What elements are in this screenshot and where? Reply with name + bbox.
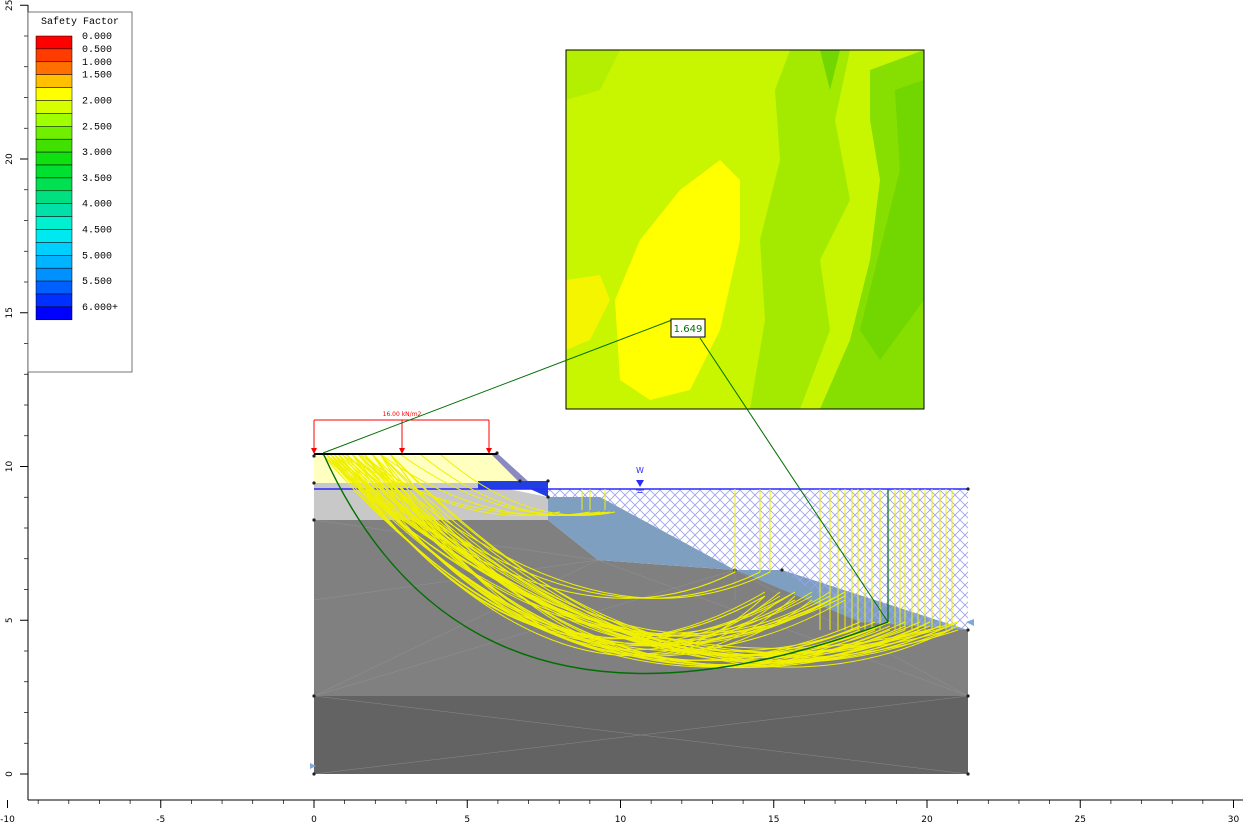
slip-surface <box>359 453 771 599</box>
load-label: 16.00 kN/m2 <box>383 411 422 418</box>
x-tick-label: -5 <box>156 815 165 825</box>
legend-swatch <box>35 190 73 204</box>
legend-label: 0.000 <box>82 32 112 43</box>
legend-label: 5.500 <box>82 277 112 288</box>
legend-label: 0.500 <box>82 45 112 56</box>
slip-surface <box>363 453 891 656</box>
legend-swatch <box>35 229 73 243</box>
slip-surface <box>339 453 601 516</box>
y-tick-label: 10 <box>5 461 15 473</box>
slip-surface <box>379 453 831 635</box>
legend-swatch <box>35 164 73 179</box>
legend-label: 3.500 <box>82 174 112 185</box>
safety-factor-callout[interactable]: 1.649 <box>670 318 706 338</box>
slip-surface <box>351 453 906 667</box>
slip-surfaces[interactable] <box>321 453 959 669</box>
x-tick-label: 0 <box>311 815 317 825</box>
vertical-slip-lines <box>581 489 953 630</box>
legend-swatch <box>35 280 73 295</box>
slip-surface <box>379 453 781 644</box>
leader-line-left <box>322 319 673 454</box>
safety-factor-value: 1.649 <box>674 324 703 335</box>
y-tick-label: 25 <box>5 0 15 11</box>
embankment-slope <box>490 453 530 483</box>
slip-surface <box>389 453 796 655</box>
y-tick-label: 20 <box>5 153 15 165</box>
legend-label: 4.500 <box>82 226 112 237</box>
slip-surface <box>439 453 616 516</box>
legend-swatch <box>35 306 73 321</box>
slip-surface <box>363 453 796 635</box>
legend-label: 6.000+ <box>82 303 118 314</box>
slip-surface <box>357 453 831 641</box>
legend-label: 3.000 <box>82 148 112 159</box>
slip-surface <box>389 453 931 662</box>
legend-label: 5.000 <box>82 251 112 262</box>
x-tick-label: 5 <box>464 815 470 825</box>
slip-surface <box>371 453 861 656</box>
x-tick-label: 15 <box>768 815 779 825</box>
y-axis: 051015202530354045 <box>5 0 29 800</box>
legend-label: 2.500 <box>82 122 112 133</box>
slip-surface <box>329 453 736 599</box>
legend-swatch <box>35 61 73 75</box>
y-tick-label: 5 <box>5 617 15 623</box>
y-tick-label: 15 <box>5 307 15 318</box>
legend-label: 1.000 <box>82 58 112 69</box>
safety-factor-legend: Safety Factor 0.000 0.500 1.000 1.500 2.000 2… <box>27 11 133 373</box>
slip-surface <box>329 453 876 652</box>
left-boundary-marker <box>310 763 316 769</box>
legend-label: 4.000 <box>82 200 112 211</box>
x-tick-label: 20 <box>921 815 933 825</box>
legend-swatch <box>35 74 73 88</box>
legend-swatch <box>35 177 73 192</box>
slip-surface <box>419 453 606 516</box>
legend-swatch <box>35 113 73 127</box>
legend-swatch <box>35 138 73 153</box>
slip-surface <box>379 453 951 668</box>
slip-surface <box>389 453 959 658</box>
x-tick-label: 25 <box>1075 815 1086 825</box>
slip-surface <box>351 453 861 656</box>
legend-swatch <box>35 267 73 282</box>
x-tick-label: 30 <box>1228 815 1240 825</box>
legend-swatch <box>35 126 73 140</box>
legend-label: 2.000 <box>82 97 112 108</box>
y-tick-label: 0 <box>5 771 15 777</box>
legend-swatch <box>35 293 73 308</box>
legend-swatch <box>35 151 73 166</box>
legend-swatch <box>35 100 73 114</box>
water-table-label: W <box>636 466 644 475</box>
legend-swatch <box>35 255 73 269</box>
legend-swatch <box>35 242 73 256</box>
x-axis: -15-10-5051015202530354045505560 <box>0 799 1243 825</box>
water-table-marker[interactable]: W <box>636 466 644 493</box>
contour-inset <box>565 49 925 410</box>
legend-title: Safety Factor <box>41 16 119 28</box>
slip-surface <box>357 453 921 657</box>
distributed-load[interactable]: 16.00 kN/m2 <box>311 411 492 454</box>
slip-surface <box>357 453 876 666</box>
slip-surface <box>344 453 761 599</box>
slip-surface <box>371 453 906 666</box>
legend-swatch <box>35 216 73 230</box>
legend-label: 1.500 <box>82 71 112 82</box>
slip-surface <box>363 453 931 667</box>
critical-slip-surface[interactable] <box>322 452 889 675</box>
legend-swatch <box>35 35 73 50</box>
legend-swatch <box>35 203 73 217</box>
right-boundary-marker <box>966 619 974 626</box>
water-region <box>548 489 968 630</box>
x-tick-label: 10 <box>615 815 627 825</box>
slip-surface <box>351 453 766 639</box>
legend-swatch <box>35 48 73 63</box>
x-tick-label: -10 <box>0 815 15 825</box>
legend-swatch <box>35 87 73 101</box>
leader-line-right <box>699 337 889 623</box>
